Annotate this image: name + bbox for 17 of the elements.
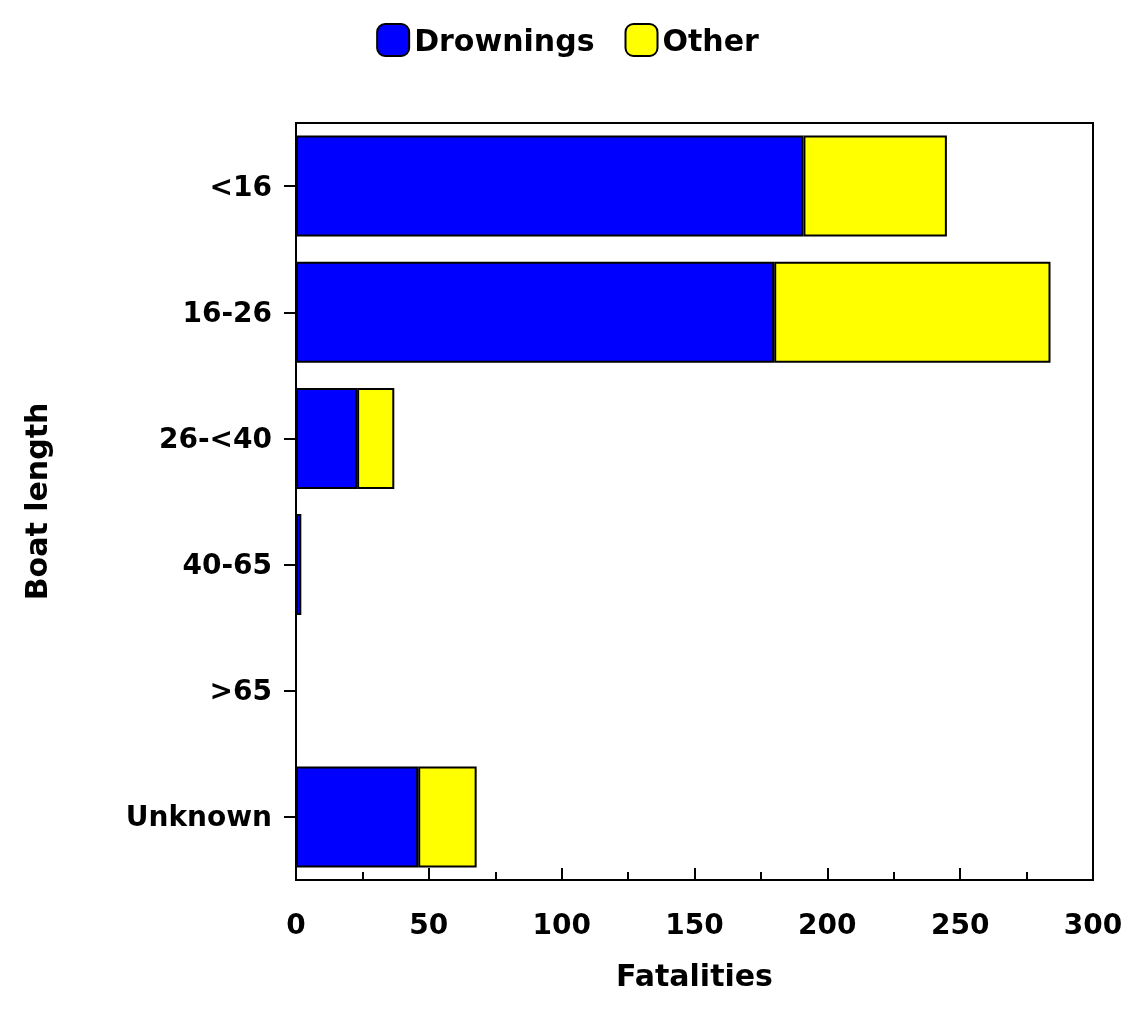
x-tick-label: 100: [532, 907, 591, 941]
y-tick-label: <16: [209, 169, 272, 203]
x-axis-title: Fatalities: [616, 957, 773, 993]
y-tick-label: Unknown: [125, 800, 272, 834]
y-axis-title: Boat length: [18, 402, 54, 601]
x-tick-label: 300: [1063, 907, 1123, 941]
legend-label: Drownings: [414, 22, 595, 58]
x-tick-label: 50: [409, 907, 449, 941]
y-tick-label: 16-26: [182, 295, 272, 329]
y-tick-label: 26-<40: [158, 421, 272, 455]
y-tick-label: 40-65: [182, 548, 272, 582]
legend-label: Other: [662, 22, 760, 58]
y-tick-label: >65: [209, 674, 272, 708]
x-tick-label: 150: [665, 907, 724, 941]
x-tick-label: 0: [286, 907, 306, 941]
x-tick-label: 250: [930, 907, 990, 941]
x-tick-label: 200: [798, 907, 857, 941]
